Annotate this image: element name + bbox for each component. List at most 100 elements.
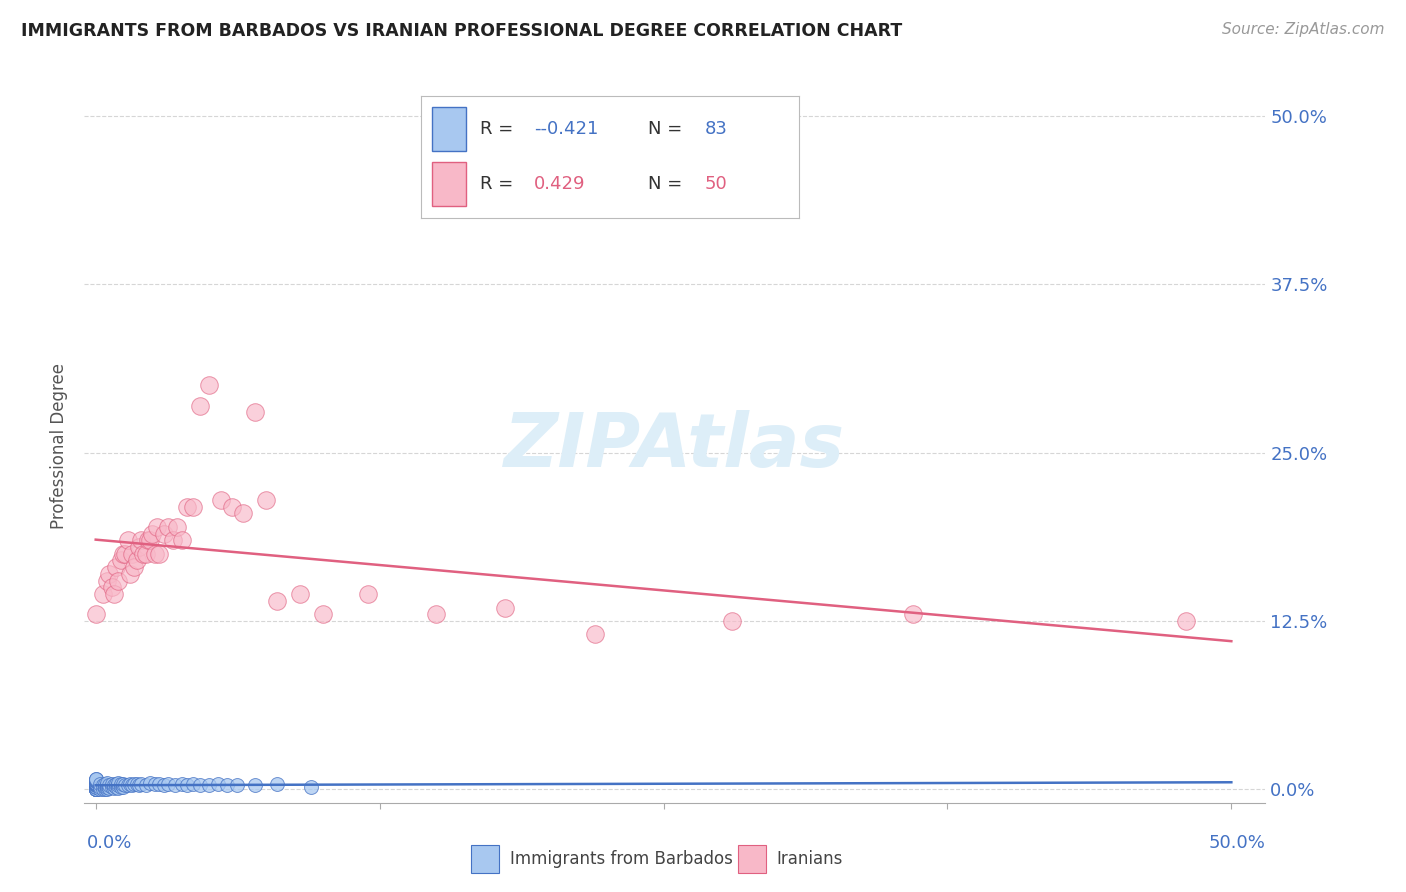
Point: [139, 775, 162, 789]
Point: [254, 492, 277, 507]
Point: [188, 778, 211, 792]
Point: [153, 526, 176, 541]
Point: [84, 782, 107, 797]
Point: [84, 782, 107, 797]
Point: [84, 772, 107, 786]
Point: [494, 600, 516, 615]
Point: [89, 777, 111, 791]
Point: [105, 777, 128, 791]
Point: [84, 607, 107, 622]
Point: [166, 520, 188, 534]
Point: [107, 778, 129, 792]
Point: [84, 775, 107, 789]
Point: [141, 526, 163, 541]
Point: [103, 780, 125, 795]
Point: [183, 500, 205, 514]
Point: [110, 780, 132, 794]
FancyBboxPatch shape: [471, 845, 499, 872]
Text: 50.0%: 50.0%: [1209, 834, 1265, 852]
Point: [217, 778, 239, 792]
Point: [96, 775, 118, 789]
Point: [111, 780, 134, 794]
Point: [100, 780, 122, 794]
Point: [84, 777, 107, 791]
Point: [94, 777, 117, 791]
Point: [84, 777, 107, 791]
Point: [94, 782, 117, 797]
Point: [98, 780, 121, 795]
Point: [136, 533, 159, 548]
Point: [266, 777, 288, 791]
Point: [176, 500, 198, 514]
Point: [84, 780, 107, 794]
Point: [84, 775, 107, 789]
Point: [128, 778, 150, 792]
Point: [105, 560, 128, 574]
Point: [266, 594, 288, 608]
Text: Iranians: Iranians: [778, 849, 844, 868]
Point: [129, 777, 152, 791]
Point: [89, 780, 111, 794]
Y-axis label: Professional Degree: Professional Degree: [51, 363, 69, 529]
Point: [84, 782, 107, 797]
Point: [135, 778, 157, 792]
Point: [188, 399, 211, 413]
Point: [903, 607, 925, 622]
Point: [176, 778, 198, 792]
Text: IMMIGRANTS FROM BARBADOS VS IRANIAN PROFESSIONAL DEGREE CORRELATION CHART: IMMIGRANTS FROM BARBADOS VS IRANIAN PROF…: [21, 22, 903, 40]
Point: [107, 775, 129, 789]
Point: [84, 780, 107, 794]
Point: [128, 540, 150, 554]
Point: [91, 782, 114, 797]
Point: [153, 778, 176, 792]
Point: [84, 774, 107, 789]
Point: [117, 778, 139, 792]
Text: Source: ZipAtlas.com: Source: ZipAtlas.com: [1222, 22, 1385, 37]
Point: [84, 775, 107, 789]
Point: [118, 566, 141, 581]
Point: [301, 780, 323, 794]
Point: [98, 566, 121, 581]
Point: [198, 378, 221, 392]
Point: [111, 777, 134, 791]
Point: [225, 778, 247, 792]
Point: [96, 574, 118, 588]
Point: [84, 774, 107, 789]
Point: [91, 587, 114, 601]
Point: [720, 614, 742, 628]
Point: [135, 547, 157, 561]
Point: [183, 777, 205, 791]
Text: Immigrants from Barbados: Immigrants from Barbados: [510, 849, 733, 868]
Point: [84, 777, 107, 791]
Point: [117, 533, 139, 548]
Point: [124, 777, 146, 791]
Point: [114, 547, 136, 561]
Point: [84, 772, 107, 787]
Point: [232, 506, 254, 520]
Point: [121, 547, 143, 561]
Point: [425, 607, 447, 622]
Point: [583, 627, 606, 641]
Point: [148, 547, 170, 561]
Point: [96, 780, 118, 794]
Point: [84, 777, 107, 791]
Point: [105, 780, 128, 794]
Point: [84, 782, 107, 797]
Point: [162, 533, 184, 548]
Point: [84, 782, 107, 797]
Point: [143, 777, 166, 791]
Point: [96, 782, 118, 797]
Point: [103, 587, 125, 601]
Point: [84, 782, 107, 797]
Point: [221, 500, 243, 514]
Point: [139, 533, 162, 548]
Point: [125, 553, 148, 567]
Point: [84, 782, 107, 797]
Point: [157, 777, 180, 791]
Point: [243, 778, 266, 792]
Point: [207, 777, 229, 791]
Point: [124, 560, 146, 574]
Point: [148, 777, 170, 791]
Point: [84, 778, 107, 792]
Point: [198, 778, 221, 792]
